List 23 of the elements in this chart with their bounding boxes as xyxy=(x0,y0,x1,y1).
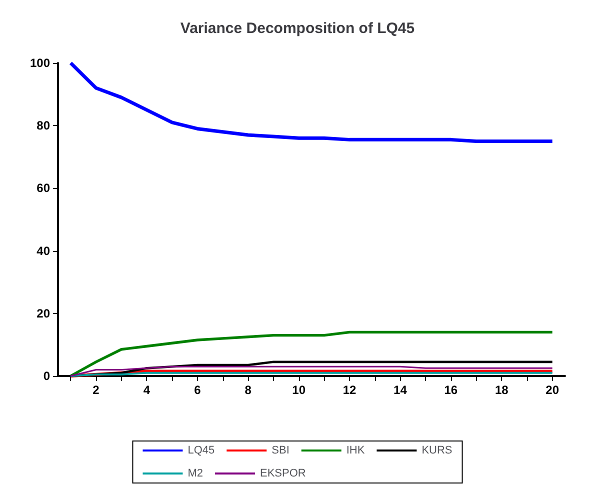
legend-label: SBI xyxy=(272,444,290,456)
x-tick-label: 14 xyxy=(394,383,408,397)
y-tick-label: 60 xyxy=(36,181,50,196)
x-tick-label: 20 xyxy=(546,383,560,397)
legend-label: IHK xyxy=(346,444,366,456)
x-tick-label: 12 xyxy=(342,383,357,397)
legend-label: EKSPOR xyxy=(260,468,306,480)
y-tick-label: 20 xyxy=(36,306,50,320)
legend-label: KURS xyxy=(422,444,452,456)
x-tick-label: 4 xyxy=(143,383,150,397)
y-tick-label: 80 xyxy=(36,118,50,133)
legend-label: M2 xyxy=(188,468,204,480)
x-tick-label: 10 xyxy=(292,383,306,397)
chart-title: Variance Decomposition of LQ45 xyxy=(180,20,415,37)
y-tick-label: 40 xyxy=(36,244,50,258)
x-tick-label: 2 xyxy=(92,383,100,397)
x-tick-label: 8 xyxy=(244,383,252,397)
y-tick-label: 100 xyxy=(30,56,50,70)
x-tick-label: 16 xyxy=(444,383,458,397)
y-tick-label: 0 xyxy=(43,369,50,383)
x-tick-label: 18 xyxy=(494,383,509,397)
legend-label: LQ45 xyxy=(188,444,215,456)
x-tick-label: 6 xyxy=(194,383,202,397)
